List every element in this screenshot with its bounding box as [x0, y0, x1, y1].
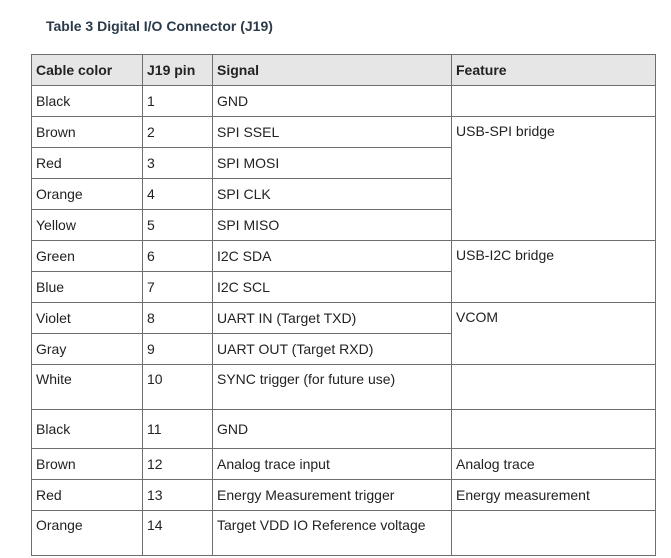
cable-color-cell: Blue [31, 271, 143, 303]
table-row: Green 6 I2C SDA USB-I2C bridge [31, 240, 656, 303]
table-row: Violet 8 UART IN (Target TXD) VCOM [31, 302, 656, 365]
feature-cell: VCOM [451, 302, 656, 365]
signal-cell: SPI MISO [212, 209, 452, 241]
feature-cell: Analog trace [451, 448, 656, 480]
pin-cell: 12 [142, 448, 213, 480]
feature-cell [451, 409, 656, 449]
cable-color-cell: Brown [31, 448, 143, 480]
table-row: Brown 12 Analog trace input Analog trace [31, 448, 656, 480]
pin-cell: 3 [142, 147, 213, 179]
feature-cell [451, 510, 656, 556]
pin-cell: 10 [142, 364, 213, 410]
table-row: Blue 7 I2C SCL [31, 271, 656, 303]
cable-color-cell: Yellow [31, 209, 143, 241]
cable-color-cell: Gray [31, 333, 143, 365]
pin-cell: 5 [142, 209, 213, 241]
table-row: White 10 SYNC trigger (for future use) [31, 364, 656, 410]
table-row: Red 13 Energy Measurement trigger Energy… [31, 479, 656, 511]
digital-io-table: Cable color J19 pin Signal Feature Black… [31, 54, 656, 556]
table-row: Black 11 GND [31, 409, 656, 449]
feature-cell [451, 364, 656, 410]
table-row: Brown 2 SPI SSEL USB-SPI bridge [31, 116, 656, 241]
cable-color-cell: White [31, 364, 143, 410]
signal-cell: UART IN (Target TXD) [212, 302, 452, 334]
signal-cell: Target VDD IO Reference voltage [212, 510, 452, 556]
signal-cell: I2C SDA [212, 240, 452, 272]
pin-cell: 7 [142, 271, 213, 303]
cable-color-cell: Orange [31, 178, 143, 210]
table-row: Gray 9 UART OUT (Target RXD) [31, 333, 656, 365]
feature-cell: Energy measurement [451, 479, 656, 511]
signal-cell: SYNC trigger (for future use) [212, 364, 452, 410]
cable-color-cell: Green [31, 240, 143, 272]
header-cable-color: Cable color [31, 54, 143, 86]
signal-cell: Analog trace input [212, 448, 452, 480]
table-row: Black 1 GND [31, 85, 656, 117]
header-row: Cable color J19 pin Signal Feature [31, 54, 656, 86]
pin-cell: 14 [142, 510, 213, 556]
header-feature: Feature [451, 54, 656, 86]
cable-color-cell: Red [31, 479, 143, 511]
signal-cell: GND [212, 85, 452, 117]
feature-cell: USB-I2C bridge [451, 240, 656, 303]
header-signal: Signal [212, 54, 452, 86]
signal-cell: I2C SCL [212, 271, 452, 303]
signal-cell: SPI CLK [212, 178, 452, 210]
signal-cell: UART OUT (Target RXD) [212, 333, 452, 365]
table-row: Red 3 SPI MOSI [31, 147, 656, 179]
signal-cell: GND [212, 409, 452, 449]
feature-cell: USB-SPI bridge [451, 116, 656, 241]
header-pin: J19 pin [142, 54, 213, 86]
pin-cell: 11 [142, 409, 213, 449]
cable-color-cell: Violet [31, 302, 143, 334]
cable-color-cell: Red [31, 147, 143, 179]
cable-color-cell: Black [31, 409, 143, 449]
pin-cell: 8 [142, 302, 213, 334]
pin-cell: 4 [142, 178, 213, 210]
table-row: Orange 14 Target VDD IO Reference voltag… [31, 510, 656, 556]
cable-color-cell: Orange [31, 510, 143, 556]
pin-cell: 6 [142, 240, 213, 272]
cable-color-cell: Black [31, 85, 143, 117]
feature-cell [451, 85, 656, 117]
pin-cell: 9 [142, 333, 213, 365]
table-caption: Table 3 Digital I/O Connector (J19) [46, 18, 273, 34]
pin-cell: 13 [142, 479, 213, 511]
cable-color-cell: Brown [31, 116, 143, 148]
signal-cell: Energy Measurement trigger [212, 479, 452, 511]
signal-cell: SPI SSEL [212, 116, 452, 148]
signal-cell: SPI MOSI [212, 147, 452, 179]
pin-cell: 2 [142, 116, 213, 148]
pin-cell: 1 [142, 85, 213, 117]
